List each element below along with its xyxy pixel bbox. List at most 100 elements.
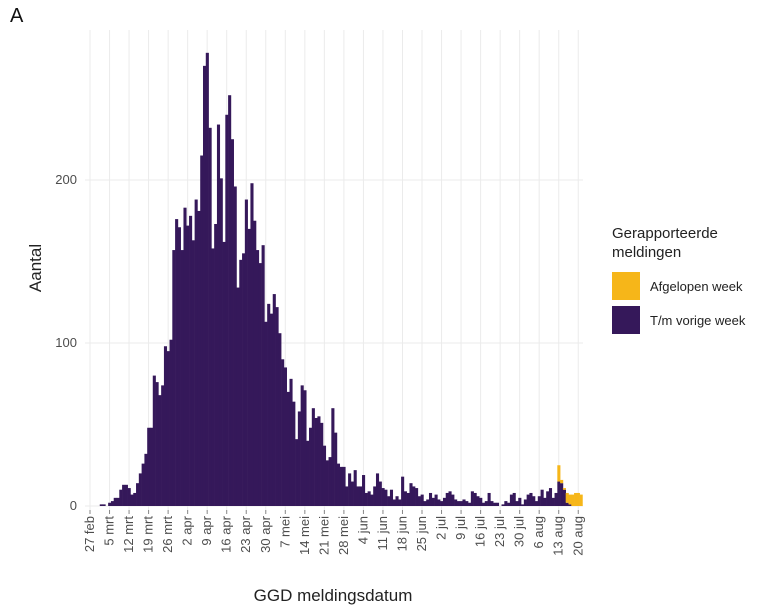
x-tick-label: 4 jun	[355, 516, 370, 544]
bar	[459, 501, 463, 506]
bar	[437, 499, 441, 506]
x-tick-label: 2 jul	[434, 516, 449, 540]
bar	[415, 488, 419, 506]
y-tick-label: 200	[55, 172, 77, 187]
bar	[116, 497, 120, 506]
bar	[362, 475, 366, 506]
bar	[493, 502, 497, 506]
bar	[102, 504, 106, 506]
bar	[303, 390, 307, 506]
bar	[283, 367, 287, 506]
bar	[194, 199, 198, 506]
bar	[356, 486, 360, 506]
bar	[108, 502, 112, 506]
bar	[225, 114, 229, 506]
x-tick-label: 23 apr	[238, 515, 253, 553]
bar	[445, 492, 449, 506]
bar	[565, 492, 569, 503]
bar	[183, 207, 187, 506]
bar	[311, 408, 315, 506]
bar	[364, 492, 368, 506]
bar	[417, 496, 421, 506]
bar	[281, 359, 285, 506]
legend-swatch	[612, 272, 640, 300]
bar	[568, 494, 572, 505]
bar	[320, 422, 324, 506]
legend-title: Gerapporteerde meldingen	[612, 225, 718, 261]
bar	[161, 385, 165, 506]
legend: Gerapporteerde meldingen Afgelopen week T…	[612, 224, 762, 338]
bar	[239, 259, 243, 506]
bar	[334, 432, 338, 506]
bar	[138, 473, 142, 506]
bar	[297, 411, 301, 506]
bar	[205, 52, 209, 506]
bar	[454, 499, 458, 506]
bar	[267, 303, 271, 506]
x-tick-label: 25 jun	[414, 516, 429, 551]
bar	[144, 453, 148, 506]
bar	[155, 382, 159, 506]
bar	[484, 501, 488, 506]
bar	[147, 427, 151, 506]
bar	[543, 497, 547, 506]
bar	[392, 499, 396, 506]
bar	[272, 294, 276, 506]
bar	[261, 245, 265, 506]
bar	[579, 494, 583, 506]
x-tick-label: 9 jul	[453, 516, 468, 540]
bar	[113, 497, 117, 506]
bar	[317, 416, 321, 506]
bar	[208, 127, 212, 506]
bar	[200, 155, 204, 506]
bar	[169, 339, 173, 506]
x-tick-label: 12 mrt	[121, 516, 136, 553]
bar	[434, 494, 438, 506]
bar	[384, 489, 388, 506]
bar	[387, 496, 391, 506]
bar	[331, 408, 335, 506]
bar	[409, 483, 413, 506]
bar	[451, 494, 455, 506]
bar	[258, 263, 262, 506]
bar	[166, 351, 170, 506]
bar	[286, 391, 290, 506]
bar	[375, 473, 380, 506]
bar	[325, 460, 329, 506]
bar	[197, 210, 201, 507]
x-tick-label: 5 mrt	[102, 516, 117, 546]
x-tick-label: 16 apr	[219, 515, 234, 553]
x-tick-label: 14 mei	[297, 516, 312, 555]
bar	[336, 463, 341, 506]
bar	[219, 178, 223, 506]
bar	[521, 504, 525, 506]
bar	[202, 65, 207, 507]
x-tick-label: 6 aug	[531, 516, 546, 549]
bar	[509, 494, 513, 506]
bar	[540, 489, 544, 506]
bar	[557, 465, 561, 482]
panel-label: A	[10, 5, 24, 27]
bar	[560, 483, 564, 506]
bar	[149, 427, 154, 506]
bar	[180, 250, 184, 506]
x-tick-label: 19 mrt	[141, 516, 156, 553]
bar	[253, 220, 257, 507]
bar	[152, 375, 156, 506]
bar	[216, 124, 221, 506]
bar	[256, 250, 260, 506]
bar	[353, 470, 357, 506]
bar	[462, 499, 466, 506]
bar	[507, 502, 511, 506]
bar	[568, 504, 572, 506]
y-tick-label: 100	[55, 335, 77, 350]
bar	[172, 250, 176, 506]
bar	[504, 501, 508, 506]
bar	[292, 401, 296, 506]
x-tick-label: 13 aug	[551, 516, 566, 556]
bar	[420, 494, 424, 506]
bar	[177, 227, 181, 506]
bar	[423, 501, 427, 506]
bar	[314, 417, 318, 506]
